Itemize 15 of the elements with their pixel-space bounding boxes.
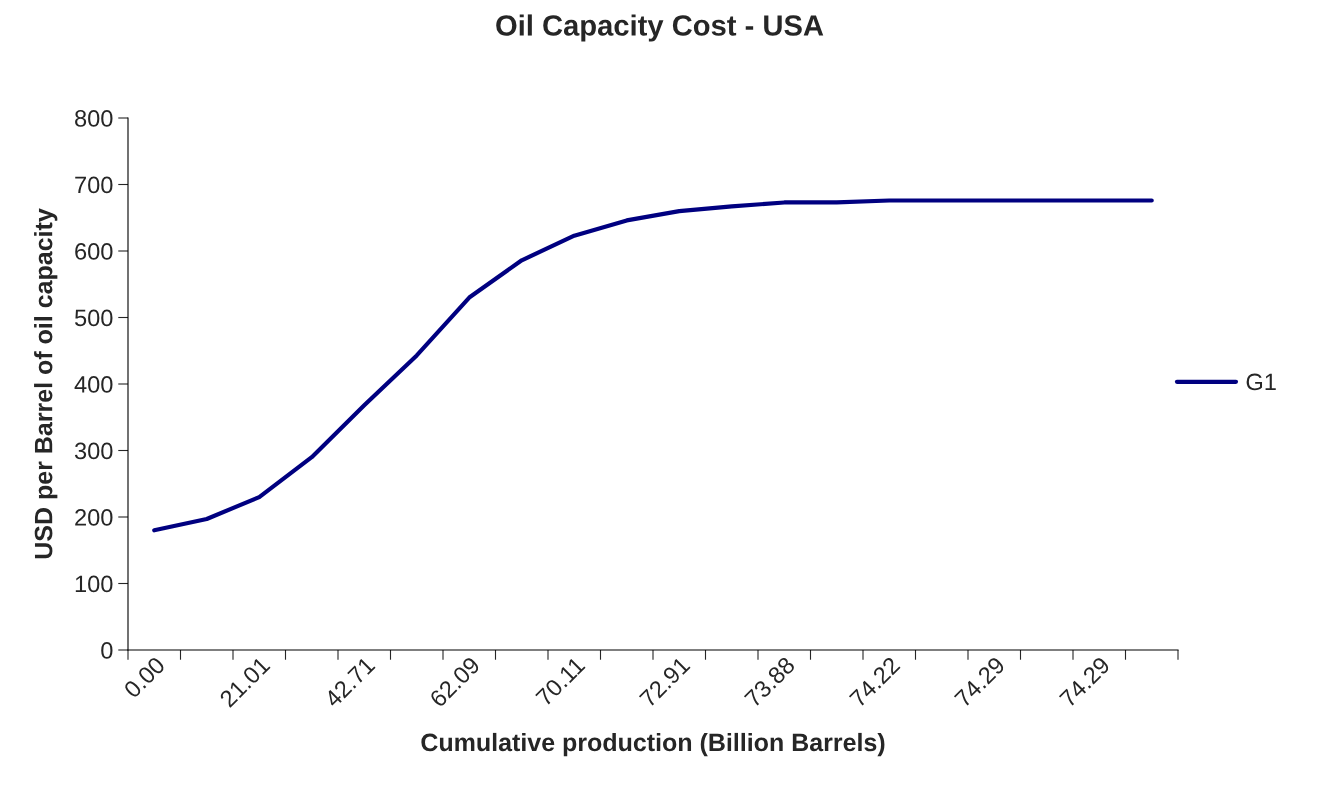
y-tick-label: 700 [75, 176, 113, 194]
y-tick-label: 300 [74, 442, 113, 460]
y-tick-label: 200 [75, 509, 113, 526]
y-tick-label: 100 [75, 575, 113, 593]
legend-label: G1 [1246, 373, 1276, 391]
y-tick-label: 600 [75, 243, 113, 260]
y-axis-title: USD per Barrel of oil capacity [34, 208, 58, 559]
line-series [152, 198, 1154, 533]
y-tick-label: 0 [101, 642, 113, 659]
x-axis-title: Cumulative production (Billion Barrels) [421, 732, 885, 757]
x-tick-label: 0.00 [122, 655, 166, 699]
y-tick-label: 400 [74, 376, 113, 393]
y-tick-label: 500 [74, 309, 113, 327]
chart-title: Oil Capacity Cost - USA [496, 14, 824, 42]
y-tick-label: 800 [75, 110, 113, 127]
